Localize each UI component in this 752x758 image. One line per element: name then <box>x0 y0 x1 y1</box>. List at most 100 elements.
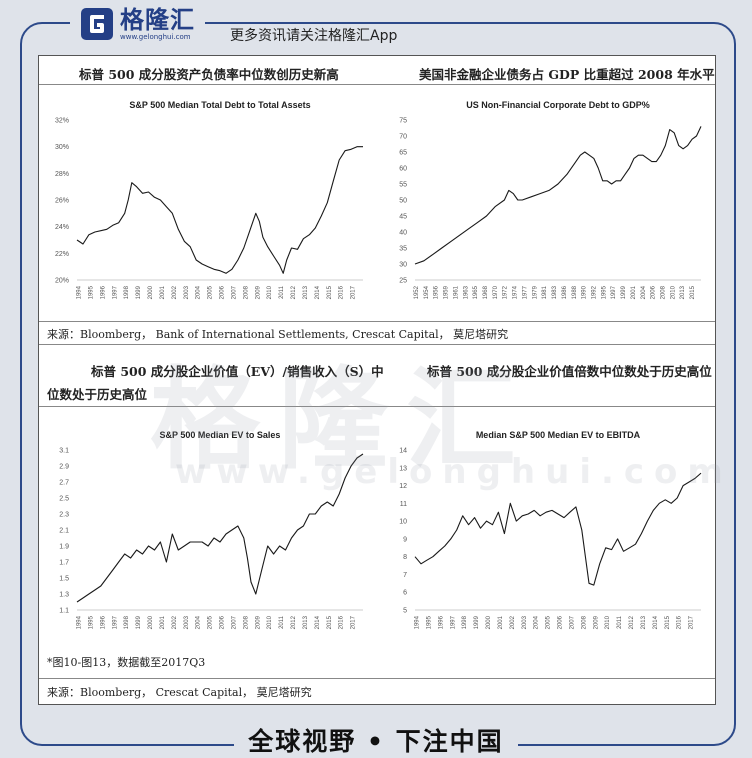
row1-source: 来源：Bloomberg， Bank of International Sett… <box>47 328 509 341</box>
y-tick-label: 13 <box>399 465 407 472</box>
brand-url: www.gelonghui.com <box>120 32 191 41</box>
x-tick-label: 2008 <box>243 285 249 299</box>
x-tick-label: 2011 <box>617 615 623 629</box>
brand[interactable]: 格隆汇 www.gelonghui.com <box>70 4 205 44</box>
y-tick-label: 20% <box>55 278 69 285</box>
x-tick-label: 2004 <box>196 285 202 299</box>
x-tick-label: 2002 <box>510 615 516 629</box>
ev-to-ebitda-chart: Median S&P 500 Median EV to EBITDA 5 6 7 8 9 1… <box>399 430 702 629</box>
x-tick-label: 1979 <box>532 285 538 299</box>
x-tick-label: 2008 <box>661 285 667 299</box>
x-tick-label: 1965 <box>473 285 479 299</box>
row2-right-title: 标普 500 成分股企业价值倍数中位数处于历史高位 <box>427 364 712 379</box>
x-tick-label: 2016 <box>339 615 345 629</box>
x-tick-label: 1977 <box>522 285 528 299</box>
x-tick-label: 2001 <box>160 285 166 299</box>
x-tick-label: 2006 <box>220 615 226 629</box>
x-tick-label: 2013 <box>303 285 309 299</box>
row2-left-title-line1: 标普 500 成分股企业价值（EV）/销售收入（S）中 <box>91 364 384 379</box>
x-tick-label: 2014 <box>653 615 659 629</box>
x-tick-label: 2003 <box>184 285 190 299</box>
y-tick-label: 3.1 <box>59 448 69 455</box>
x-tick-label: 1996 <box>100 285 106 299</box>
x-tick-label: 2015 <box>327 285 333 299</box>
x-tick-label: 1994 <box>415 615 421 629</box>
y-tick-label: 2.5 <box>59 496 69 503</box>
x-tick-label: 1994 <box>77 285 83 299</box>
y-tick-label: 1.5 <box>59 576 69 583</box>
x-tick-label: 2004 <box>641 285 647 299</box>
data-note: *图10-图13，数据截至2017Q3 <box>47 656 206 669</box>
report-panel: 标普 500 成分股资产负债率中位数创历史新高 美国非金融企业债务占 GDP 比… <box>38 55 716 705</box>
y-tick-label: 1.3 <box>59 592 69 599</box>
x-tick-label: 2003 <box>522 615 528 629</box>
x-tick-label: 1986 <box>562 285 568 299</box>
x-tick-label: 2017 <box>689 615 695 629</box>
x-tick-label: 1961 <box>453 285 459 299</box>
x-tick-label: 2005 <box>546 615 552 629</box>
promo-text: 更多资讯请关注格隆汇App <box>222 25 406 45</box>
x-tick-label: 2009 <box>255 615 261 629</box>
y-tick-label: 1.9 <box>59 544 69 551</box>
x-tick-label: 2011 <box>279 615 285 629</box>
y-tick-label: 22% <box>55 251 69 258</box>
x-tick-label: 2006 <box>220 285 226 299</box>
x-tick-label: 2000 <box>148 615 154 629</box>
x-tick-label: 2009 <box>593 615 599 629</box>
y-tick-label: 11 <box>400 501 407 508</box>
x-tick-label: 2017 <box>351 285 357 299</box>
y-tick-label: 65 <box>399 150 407 157</box>
x-tick-label: 2000 <box>486 615 492 629</box>
x-tick-label: 2014 <box>315 285 321 299</box>
x-tick-label: 2007 <box>569 615 575 629</box>
chart-title: S&P 500 Median EV to Sales <box>160 430 281 440</box>
x-tick-label: 2015 <box>665 615 671 629</box>
x-tick-label: 2002 <box>172 615 178 629</box>
y-tick-label: 30 <box>399 262 407 269</box>
y-tick-label: 5 <box>403 608 407 615</box>
ev-to-sales-chart: S&P 500 Median EV to Sales 1.1 1.3 1.5 1.7 1.… <box>59 430 364 629</box>
x-tick-label: 2017 <box>351 615 357 629</box>
x-tick-label: 2010 <box>267 615 273 629</box>
x-tick-label: 1995 <box>88 285 94 299</box>
divider <box>39 406 715 407</box>
y-tick-label: 2.9 <box>59 464 69 471</box>
x-tick-label: 1996 <box>438 615 444 629</box>
x-tick-label: 2001 <box>498 615 504 629</box>
row1-right-title: 美国非金融企业债务占 GDP 比重超过 2008 年水平 <box>419 67 715 82</box>
x-tick-label: 1998 <box>124 285 130 299</box>
y-tick-label: 8 <box>403 554 407 561</box>
x-tick-label: 2005 <box>208 285 214 299</box>
x-tick-label: 2015 <box>327 615 333 629</box>
x-tick-label: 2001 <box>160 615 166 629</box>
x-tick-label: 2005 <box>208 615 214 629</box>
divider <box>39 321 715 322</box>
brand-name: 格隆汇 <box>120 5 195 34</box>
x-tick-label: 2013 <box>641 615 647 629</box>
x-tick-label: 1997 <box>611 285 617 299</box>
x-tick-label: 2013 <box>303 615 309 629</box>
y-tick-label: 24% <box>55 224 69 231</box>
x-tick-label: 1995 <box>426 615 432 629</box>
x-tick-label: 2012 <box>291 615 297 629</box>
series-line <box>76 453 364 603</box>
x-tick-label: 1998 <box>462 615 468 629</box>
row1-left-title: 标普 500 成分股资产负债率中位数创历史新高 <box>79 67 339 82</box>
divider <box>39 84 715 85</box>
x-tick-label: 1972 <box>503 285 509 299</box>
x-tick-label: 2010 <box>670 285 676 299</box>
x-tick-label: 2016 <box>339 285 345 299</box>
x-tick-label: 2010 <box>267 285 273 299</box>
series-line <box>76 146 363 274</box>
y-tick-label: 50 <box>399 198 407 205</box>
y-tick-label: 7 <box>403 572 407 579</box>
chart-title: S&P 500 Median Total Debt to Total Asset… <box>129 100 310 110</box>
x-tick-label: 2009 <box>255 285 261 299</box>
debt-to-assets-chart: S&P 500 Median Total Debt to Total Asset… <box>55 100 363 299</box>
x-tick-label: 1968 <box>483 285 489 299</box>
y-tick-label: 26% <box>55 198 69 205</box>
x-tick-label: 2015 <box>690 285 696 299</box>
x-tick-label: 1995 <box>601 285 607 299</box>
x-tick-label: 2012 <box>629 615 635 629</box>
y-tick-label: 40 <box>399 230 407 237</box>
